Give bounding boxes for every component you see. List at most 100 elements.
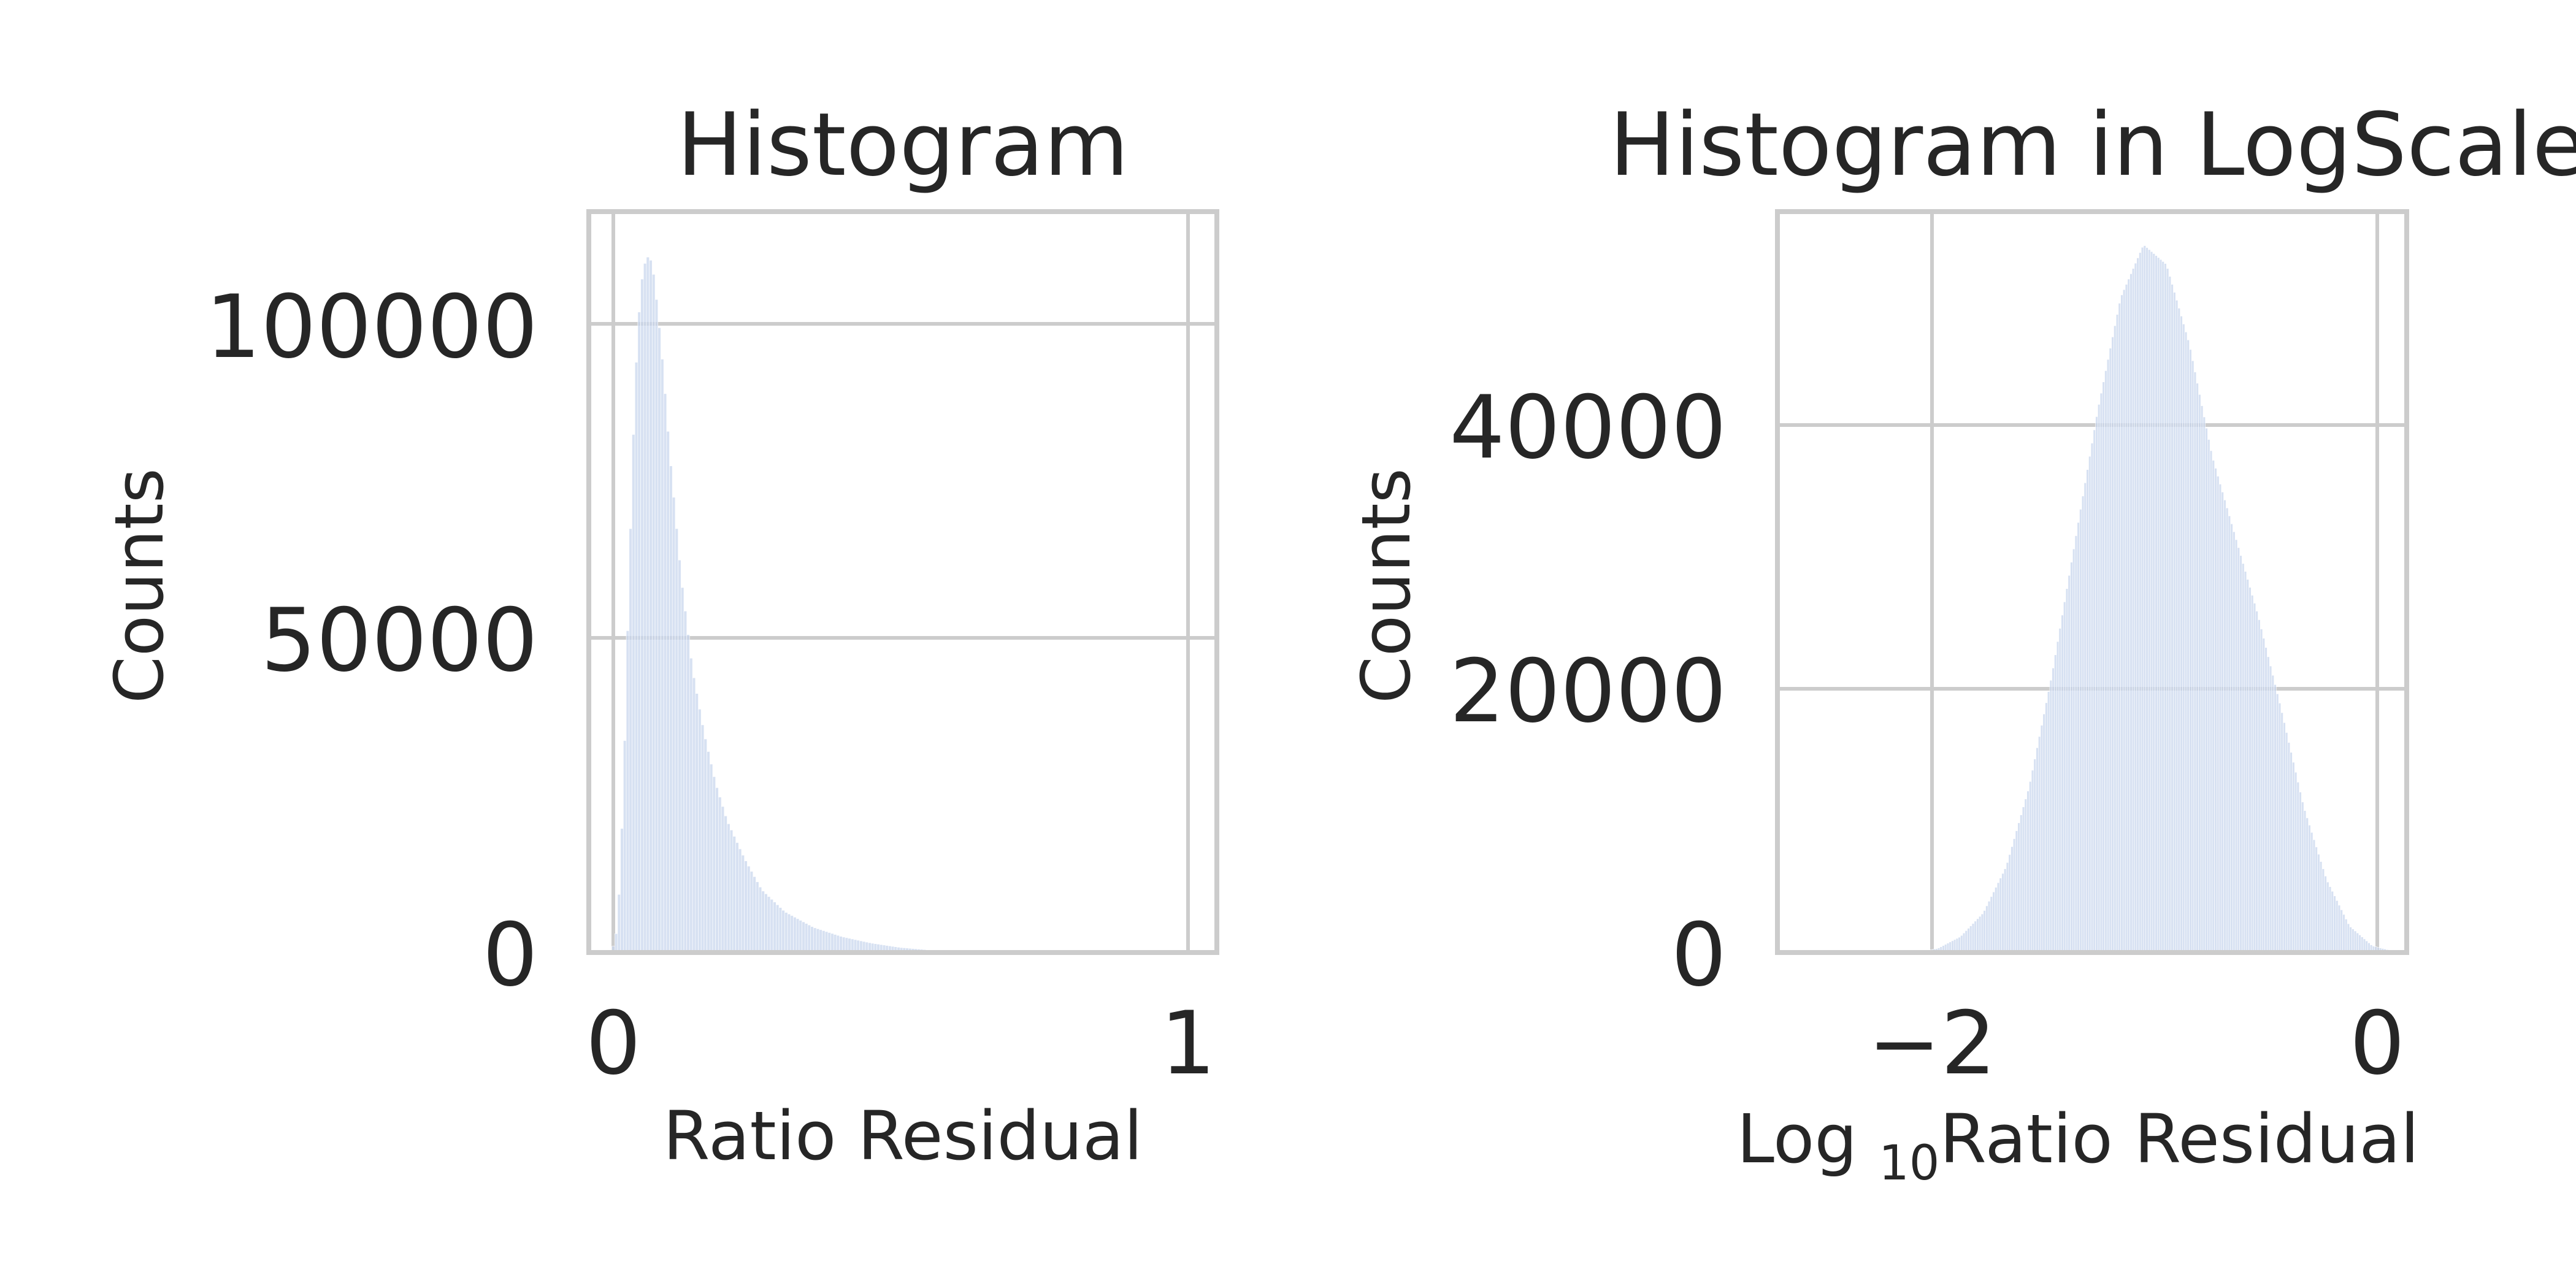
histogram-bar xyxy=(2139,252,2142,953)
histogram-bar xyxy=(2328,886,2332,953)
histogram-bar xyxy=(764,894,768,953)
histogram-bar xyxy=(715,787,719,953)
x-axis-label: Ratio Residual xyxy=(663,1097,1143,1175)
histogram-bar xyxy=(2072,548,2076,953)
histogram-bar xyxy=(1990,896,1993,953)
histogram-bar xyxy=(753,876,756,953)
histogram-bar xyxy=(2049,680,2053,953)
histogram-bar xyxy=(2056,641,2060,953)
histogram-bar xyxy=(802,921,805,953)
histogram-bar xyxy=(781,910,785,953)
histogram-bar xyxy=(2234,539,2238,953)
histogram-bar xyxy=(2180,316,2183,953)
histogram-bar xyxy=(2221,492,2224,953)
histogram-bar xyxy=(2274,684,2277,953)
histogram-bar xyxy=(2145,247,2149,953)
histogram-bar xyxy=(1995,887,1998,953)
histogram-bar xyxy=(646,256,650,953)
histogram-bar xyxy=(663,393,667,953)
histogram-bar xyxy=(778,907,783,953)
histogram-bar xyxy=(2269,665,2272,953)
histogram-bar xyxy=(2344,919,2348,953)
histogram-bar xyxy=(620,828,624,953)
histogram-bar xyxy=(2248,587,2252,953)
histogram-bar xyxy=(2074,535,2078,953)
histogram-bar xyxy=(709,764,713,953)
histogram-bar xyxy=(744,861,748,953)
histogram-bar xyxy=(643,263,647,953)
x-tick-label: 0 xyxy=(586,993,641,1094)
histogram-bar xyxy=(2111,337,2114,953)
chart-title: Histogram in LogScale xyxy=(1609,94,2576,196)
histogram-bar xyxy=(2207,439,2210,953)
histogram-bar xyxy=(827,932,831,953)
histogram-bar xyxy=(669,466,673,953)
histogram-bar xyxy=(2175,300,2179,953)
histogram-bar xyxy=(724,816,727,953)
histogram-bar xyxy=(626,631,630,953)
histogram-bar xyxy=(830,933,834,953)
x-axis-label-suffix: Ratio Residual xyxy=(1939,1100,2419,1178)
histogram-bar xyxy=(2193,372,2197,953)
chart-title: Histogram xyxy=(677,94,1129,196)
histogram-bar xyxy=(657,328,661,953)
histogram-bar xyxy=(2187,339,2190,953)
histogram-bar xyxy=(1969,926,1972,953)
histogram-bar xyxy=(2157,257,2160,953)
histogram-bar xyxy=(2242,563,2245,953)
histogram-bar xyxy=(2260,629,2263,953)
histogram-bar xyxy=(675,528,678,953)
histogram-bar xyxy=(2109,348,2112,953)
histogram-bar xyxy=(2068,575,2071,953)
histogram-bar xyxy=(661,359,664,953)
histogram-bar xyxy=(2276,693,2279,953)
histogram-bar xyxy=(2244,571,2247,953)
histogram-bar xyxy=(2317,854,2320,953)
histogram-bar xyxy=(2129,274,2133,953)
y-tick-label: 20000 xyxy=(1449,641,1727,742)
histogram-bar xyxy=(2294,772,2298,953)
histogram-bar xyxy=(2077,522,2080,953)
histogram-bar xyxy=(833,934,837,953)
histogram-bar xyxy=(692,677,696,953)
histogram-bar xyxy=(790,915,794,953)
histogram-bar xyxy=(707,751,710,953)
histogram-bar xyxy=(623,740,627,953)
histogram-bar xyxy=(683,611,688,953)
histogram-bar xyxy=(1979,916,1982,953)
plot-frame xyxy=(586,209,1219,955)
histogram-bar xyxy=(637,312,641,953)
histogram-bar xyxy=(749,871,754,953)
histogram-bar xyxy=(2099,393,2103,953)
histogram-bar xyxy=(2230,523,2233,953)
histogram-bar xyxy=(2189,349,2192,953)
histogram-bar xyxy=(2164,263,2167,953)
histogram-bar xyxy=(2131,268,2135,953)
histogram-bar xyxy=(2070,562,2073,953)
histogram-bar xyxy=(2315,846,2318,953)
histogram-bar xyxy=(2228,515,2231,953)
histogram-bar xyxy=(819,929,822,953)
histogram-bar xyxy=(1992,892,1995,953)
histogram-bar xyxy=(632,434,635,953)
histogram-bar xyxy=(2280,712,2283,953)
histogram-bar xyxy=(2182,324,2185,953)
histogram-bar xyxy=(824,931,829,953)
histogram-bar xyxy=(721,806,725,953)
histogram-bar xyxy=(732,836,736,953)
x-tick-label: 0 xyxy=(2350,993,2405,1094)
histogram-bar xyxy=(758,887,762,953)
histogram-bar xyxy=(2184,331,2188,953)
histogram-bar xyxy=(2283,722,2286,953)
histogram-bar xyxy=(2171,284,2174,953)
histogram-bar xyxy=(681,587,684,953)
histogram-bar xyxy=(729,830,734,953)
histogram-bar xyxy=(741,855,745,953)
histogram-bar xyxy=(2349,927,2352,953)
histogram-bar xyxy=(2065,588,2069,953)
histogram-bar xyxy=(735,842,739,953)
histogram-bar xyxy=(2118,303,2121,953)
histogram-bar xyxy=(2152,253,2155,953)
x-axis-label-log: Log xyxy=(1737,1100,1857,1178)
